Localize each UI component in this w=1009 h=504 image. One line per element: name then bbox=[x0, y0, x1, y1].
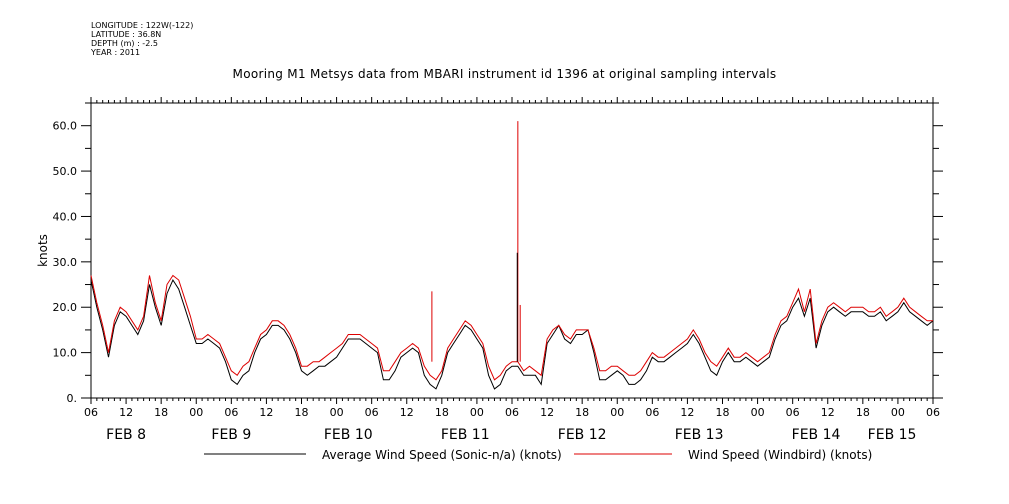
hour-tick-label: 06 bbox=[224, 406, 238, 419]
hour-tick-label: 00 bbox=[189, 406, 203, 419]
day-label: FEB 9 bbox=[211, 427, 251, 443]
hour-tick-label: 06 bbox=[786, 406, 800, 419]
legend-layer: Average Wind Speed (Sonic-n/a) (knots) Wi… bbox=[204, 448, 872, 462]
hour-tick-label: 06 bbox=[505, 406, 519, 419]
plot-frame-layer bbox=[90, 102, 934, 399]
day-label: FEB 8 bbox=[106, 427, 146, 443]
hour-tick-label: 12 bbox=[119, 406, 133, 419]
latitude-label: LATITUDE : 36.8N bbox=[91, 30, 162, 39]
day-label: FEB 13 bbox=[675, 427, 724, 443]
hour-tick-label: 18 bbox=[856, 406, 870, 419]
day-label: FEB 10 bbox=[324, 427, 373, 443]
hour-tick-label: 00 bbox=[751, 406, 765, 419]
hour-tick-label: 06 bbox=[365, 406, 379, 419]
day-label: FEB 11 bbox=[441, 427, 490, 443]
hour-tick-label: 00 bbox=[891, 406, 905, 419]
longitude-label: LONGITUDE : 122W(-122) bbox=[91, 21, 194, 30]
windbird-wind-speed-line bbox=[90, 274, 933, 381]
day-label: FEB 12 bbox=[558, 427, 607, 443]
chart-title: Mooring M1 Metsys data from MBARI instru… bbox=[232, 67, 777, 81]
day-label: FEB 14 bbox=[792, 427, 841, 443]
y-tick-label: 50.0 bbox=[53, 165, 78, 178]
hour-tick-label: 06 bbox=[926, 406, 940, 419]
y-tick-label: 20.0 bbox=[53, 301, 78, 314]
hour-tick-label: 12 bbox=[540, 406, 554, 419]
axis-labels-layer: 0. 10.0 20.0 30.0 40.0 50.0 60.0 knots 06 12 18 00 0… bbox=[36, 120, 940, 443]
day-label: FEB 15 bbox=[868, 427, 917, 443]
y-tick-label: 30.0 bbox=[53, 256, 78, 269]
hour-tick-label: 00 bbox=[610, 406, 624, 419]
y-tick-label: 10.0 bbox=[53, 347, 78, 360]
year-label: YEAR : 2011 bbox=[91, 48, 141, 57]
hour-tick-label: 18 bbox=[154, 406, 168, 419]
hour-tick-label: 18 bbox=[575, 406, 589, 419]
y-tick-label: 60.0 bbox=[53, 120, 78, 133]
hour-tick-label: 18 bbox=[435, 406, 449, 419]
hour-tick-label: 00 bbox=[330, 406, 344, 419]
hour-tick-label: 06 bbox=[645, 406, 659, 419]
hour-tick-label: 12 bbox=[821, 406, 835, 419]
legend-label-average: Average Wind Speed (Sonic-n/a) (knots) bbox=[322, 448, 562, 462]
metadata-block: LONGITUDE : 122W(-122) LATITUDE : 36.8N … bbox=[91, 21, 193, 57]
hour-tick-label: 18 bbox=[295, 406, 309, 419]
plot-frame bbox=[90, 102, 934, 399]
hour-tick-label: 00 bbox=[470, 406, 484, 419]
legend-label-windbird: Wind Speed (Windbird) (knots) bbox=[688, 448, 872, 462]
hour-tick-label: 12 bbox=[680, 406, 694, 419]
y-tick-label: 40.0 bbox=[53, 210, 78, 223]
hour-tick-label: 06 bbox=[84, 406, 98, 419]
hour-tick-label: 18 bbox=[716, 406, 730, 419]
y-axis-label: knots bbox=[36, 234, 50, 267]
average-wind-speed-line bbox=[90, 278, 934, 390]
series-layer bbox=[90, 121, 934, 390]
depth-label: DEPTH (m) : -2.5 bbox=[91, 39, 158, 48]
hour-tick-label: 12 bbox=[400, 406, 414, 419]
y-tick-label: 0. bbox=[67, 392, 78, 405]
axis-ticks-layer bbox=[81, 97, 943, 404]
hour-tick-label: 12 bbox=[259, 406, 273, 419]
